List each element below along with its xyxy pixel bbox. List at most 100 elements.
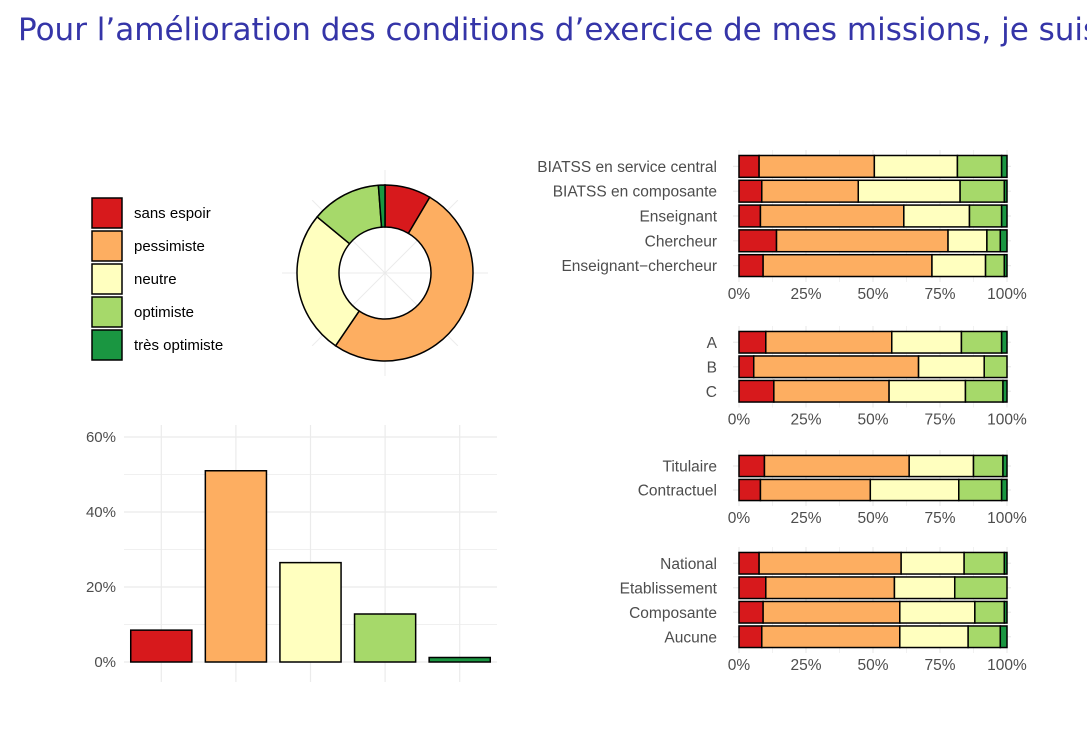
stacked-segment-a-pessimiste (765, 330, 893, 354)
x-tick-label: 25% (790, 286, 821, 303)
x-tick-label: 50% (857, 657, 888, 674)
stacked-segment-enseignant-neutre (903, 204, 971, 228)
bar-pessimiste (204, 470, 268, 663)
stacked-segment-national-sans-espoir (738, 551, 760, 575)
stacked-segment-enseignant-pessimiste (759, 204, 905, 228)
legend-label-sans-espoir: sans espoir (134, 205, 211, 222)
stacked-segment-enseignant-sans-espoir (738, 204, 762, 228)
stacked-segment-chercheur-neutre (947, 229, 988, 253)
x-tick-label: 0% (728, 510, 751, 527)
stacked-segment-titulaire-tres-optimiste (1002, 454, 1008, 478)
x-tick-label: 25% (790, 657, 821, 674)
stacked-segment-titulaire-optimiste (972, 454, 1004, 478)
donut-slice-pessimiste (334, 196, 474, 362)
stacked-segment-national-neutre (900, 551, 965, 575)
legend-label-neutre: neutre (134, 271, 177, 288)
y-tick-label: 40% (86, 504, 116, 521)
category-label-national: National (660, 556, 717, 573)
x-tick-label: 75% (924, 510, 955, 527)
stacked-segment-contractuel-sans-espoir (738, 478, 762, 502)
category-label-biatss-en-composante: BIATSS en composante (553, 184, 717, 201)
stacked-segment-aucune-neutre (899, 625, 969, 649)
stacked-bar-charts: BIATSS en service central BIATSS en compo… (537, 150, 1027, 674)
stacked-segment-contractuel-neutre (869, 478, 960, 502)
donut-slice-tres-optimiste (377, 184, 386, 228)
y-tick-label: 20% (86, 579, 116, 596)
legend-label-optimiste: optimiste (134, 304, 194, 321)
legend-swatch-neutre (91, 263, 123, 295)
stacked-segment-composante-neutre (899, 600, 976, 624)
x-tick-label: 0% (728, 286, 751, 303)
stacked-segment-b-neutre (917, 355, 985, 379)
category-label-a: A (707, 335, 718, 352)
legend-label-pessimiste: pessimiste (134, 238, 205, 255)
legend-swatch-sans-espoir (91, 197, 123, 229)
legend-swatch-tres-optimiste (91, 329, 123, 361)
stacked-segment-chercheur-tres-optimiste (999, 229, 1008, 253)
stacked-segment-enseignant-chercheur-neutre (931, 253, 987, 278)
stacked-segment-biatss-en-service-central-neutre (873, 154, 959, 179)
x-tick-label: 75% (924, 412, 955, 429)
stacked-segment-composante-tres-optimiste (1003, 600, 1008, 624)
stacked-segment-aucune-sans-espoir (738, 625, 763, 649)
stacked-segment-c-tres-optimiste (1002, 379, 1008, 403)
stacked-segment-b-pessimiste (752, 355, 920, 379)
category-label-composante: Composante (629, 605, 717, 622)
stacked-segment-etablissement-sans-espoir (738, 576, 767, 600)
stacked-segment-enseignant-chercheur-pessimiste (762, 253, 933, 278)
category-label-etablissement: Etablissement (620, 580, 718, 597)
stacked-segment-biatss-en-composante-pessimiste (761, 179, 860, 203)
slide-title: Pour l’amélioration des conditions d’exe… (18, 12, 1087, 48)
stacked-segment-aucune-optimiste (967, 625, 1002, 649)
stacked-segment-titulaire-neutre (908, 454, 975, 478)
category-label-biatss-en-service-central: BIATSS en service central (537, 159, 717, 176)
category-label-b: B (707, 359, 717, 376)
stacked-segment-biatss-en-service-central-optimiste (956, 154, 1003, 179)
stacked-segment-a-sans-espoir (738, 330, 767, 354)
category-label-chercheur: Chercheur (645, 233, 717, 250)
stacked-segment-biatss-en-composante-optimiste (959, 179, 1006, 203)
x-tick-label: 0% (728, 657, 751, 674)
stacked-segment-b-optimiste (983, 355, 1008, 379)
bar-neutre (279, 561, 342, 663)
overall-bar-chart: 0% 20% 40% 60% (86, 425, 497, 682)
bar-tres-optimiste (428, 656, 492, 663)
legend-label-tres-optimiste: très optimiste (134, 337, 223, 354)
bar-optimiste (353, 613, 417, 663)
stacked-segment-enseignant-tres-optimiste (1000, 204, 1008, 228)
x-tick-label: 100% (987, 412, 1027, 429)
stacked-segment-chercheur-pessimiste (775, 229, 949, 253)
legend-swatch-optimiste (91, 296, 123, 328)
x-tick-label: 50% (857, 510, 888, 527)
x-tick-label: 100% (987, 510, 1027, 527)
stacked-segment-biatss-en-service-central-tres-optimiste (1000, 154, 1008, 179)
stacked-segment-etablissement-pessimiste (765, 576, 896, 600)
y-tick-label: 60% (86, 429, 116, 446)
stacked-segment-c-pessimiste (773, 379, 890, 403)
stacked-segment-etablissement-optimiste (953, 576, 1008, 600)
legend-swatch-pessimiste (91, 230, 123, 262)
stacked-segment-enseignant-chercheur-optimiste (984, 253, 1006, 278)
stacked-segment-national-tres-optimiste (1003, 551, 1008, 575)
stacked-segment-biatss-en-service-central-sans-espoir (738, 154, 760, 179)
x-tick-label: 50% (857, 412, 888, 429)
stacked-segment-biatss-en-composante-sans-espoir (738, 179, 763, 203)
stacked-segment-national-pessimiste (758, 551, 902, 575)
stacked-segment-biatss-en-composante-neutre (857, 179, 961, 203)
x-tick-label: 75% (924, 286, 955, 303)
stacked-segment-a-tres-optimiste (1000, 330, 1008, 354)
stacked-segment-composante-pessimiste (762, 600, 901, 624)
x-tick-label: 50% (857, 286, 888, 303)
x-tick-label: 75% (924, 657, 955, 674)
donut-slice-neutre (296, 215, 361, 347)
stacked-segment-aucune-pessimiste (761, 625, 901, 649)
stacked-segment-c-optimiste (964, 379, 1004, 403)
stacked-segment-a-optimiste (960, 330, 1003, 354)
stacked-segment-enseignant-chercheur-sans-espoir (738, 253, 764, 278)
stacked-segment-contractuel-tres-optimiste (1000, 478, 1008, 502)
stacked-segment-contractuel-optimiste (958, 478, 1003, 502)
stacked-segment-etablissement-neutre (893, 576, 956, 600)
stacked-segment-b-sans-espoir (738, 355, 755, 379)
stacked-segment-enseignant-chercheur-tres-optimiste (1003, 253, 1008, 278)
